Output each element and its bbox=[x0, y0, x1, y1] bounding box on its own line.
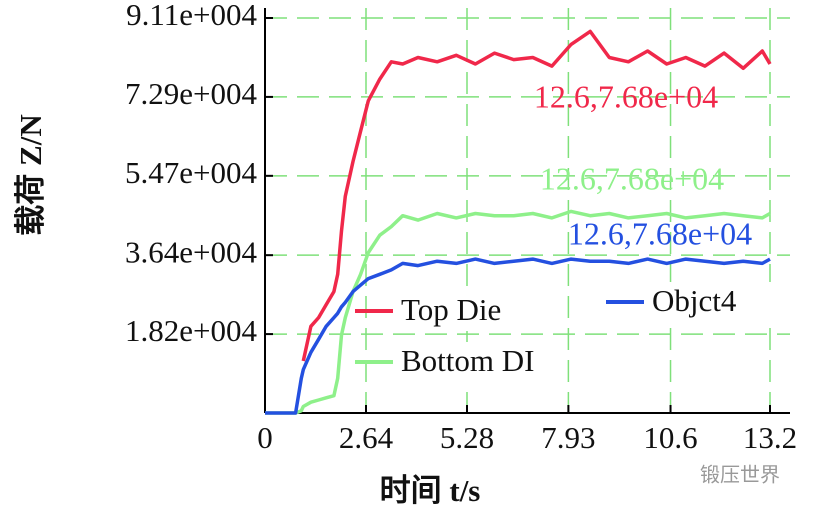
annotation: 12.6,7.68e+04 bbox=[568, 215, 752, 251]
legend-label: Bottom DI bbox=[401, 343, 534, 378]
y-tick-label: 1.82e+004 bbox=[125, 313, 257, 348]
x-tick-label: 0 bbox=[257, 420, 273, 455]
y-tick-label: 3.64e+004 bbox=[125, 234, 257, 269]
series-line bbox=[301, 29, 772, 362]
legend-bg bbox=[397, 291, 547, 331]
legend-bg bbox=[397, 342, 547, 382]
y-axis-label: 载荷 Z/N bbox=[13, 114, 48, 235]
x-tick-label: 13.2 bbox=[743, 420, 797, 455]
legend-bg bbox=[648, 282, 798, 322]
legend-label: Top Die bbox=[401, 292, 501, 327]
y-tick-label: 9.11e+004 bbox=[126, 0, 257, 32]
y-tick-label: 7.29e+004 bbox=[125, 76, 257, 111]
x-tick-label: 7.93 bbox=[541, 420, 595, 455]
series-line bbox=[265, 209, 771, 415]
x-tick-label: 10.6 bbox=[643, 420, 697, 455]
y-tick-label: 5.47e+004 bbox=[125, 155, 257, 190]
annotation: 12.6,7.68e+04 bbox=[540, 160, 724, 196]
annotation: 12.6,7.68e+04 bbox=[534, 78, 718, 114]
legend-label: Objct4 bbox=[652, 283, 737, 318]
series-line bbox=[265, 257, 771, 415]
watermark: 锻压世界 bbox=[700, 463, 780, 487]
x-axis-label: 时间 t/s bbox=[380, 473, 481, 508]
x-tick-label: 2.64 bbox=[339, 420, 394, 455]
x-tick-label: 5.28 bbox=[440, 420, 494, 455]
